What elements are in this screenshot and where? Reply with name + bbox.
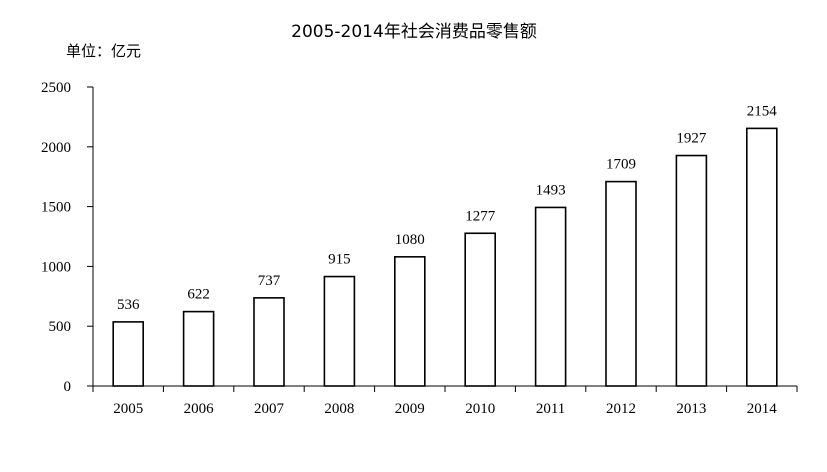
- unit-label: 单位：亿元: [66, 42, 141, 60]
- chart-title: 2005-2014年社会消费品零售额: [291, 22, 537, 42]
- data-label-2007: 737: [258, 273, 281, 289]
- y-axis: 0 500 1000 1500 2000 2500: [41, 80, 94, 395]
- y-tick-label: 2500: [41, 80, 71, 96]
- x-tick-label: 2007: [254, 401, 285, 417]
- bar-2007: [253, 297, 285, 387]
- bar-2009: [393, 256, 426, 387]
- x-tick-label: 2010: [465, 401, 495, 417]
- data-labels: 536 622 737 915 1080 1277 1493 1709 1927 2154: [117, 103, 777, 313]
- x-tick-label: 2006: [184, 401, 215, 417]
- x-tick-label: 2013: [676, 401, 706, 417]
- bars: [112, 127, 778, 387]
- y-tick-label: 1500: [41, 200, 71, 216]
- x-tick-label: 2009: [395, 401, 425, 417]
- data-label-2011: 1493: [536, 182, 566, 198]
- bar-2005: [112, 321, 144, 387]
- data-label-2012: 1709: [606, 157, 636, 173]
- bar-2013: [675, 154, 708, 387]
- x-tick-label: 2012: [606, 401, 636, 417]
- data-label-2008: 915: [328, 252, 351, 268]
- y-tick-label: 0: [64, 379, 72, 395]
- data-label-2013: 1927: [676, 131, 707, 147]
- x-axis: 2005 2006 2007 2008 2009 2010 2011 2012 2013 2014: [92, 385, 798, 417]
- x-tick-label: 2011: [536, 401, 565, 417]
- y-tick-label: 500: [49, 319, 72, 335]
- bar-2008: [323, 275, 356, 387]
- x-tick-label: 2008: [324, 401, 354, 417]
- bar-2012: [605, 180, 637, 387]
- data-label-2006: 622: [187, 287, 210, 303]
- x-tick-label: 2005: [113, 401, 143, 417]
- y-tick-label: 1000: [41, 259, 71, 275]
- bar-2011: [534, 206, 567, 387]
- bar-2014: [745, 127, 778, 387]
- data-label-2014: 2154: [747, 103, 778, 119]
- x-tick-label: 2014: [747, 401, 778, 417]
- data-label-2005: 536: [117, 297, 140, 313]
- bar-2010: [464, 232, 497, 387]
- data-label-2010: 1277: [465, 208, 496, 224]
- y-tick-label: 2000: [41, 140, 71, 156]
- bar-2006: [182, 310, 215, 387]
- data-label-2009: 1080: [395, 232, 425, 248]
